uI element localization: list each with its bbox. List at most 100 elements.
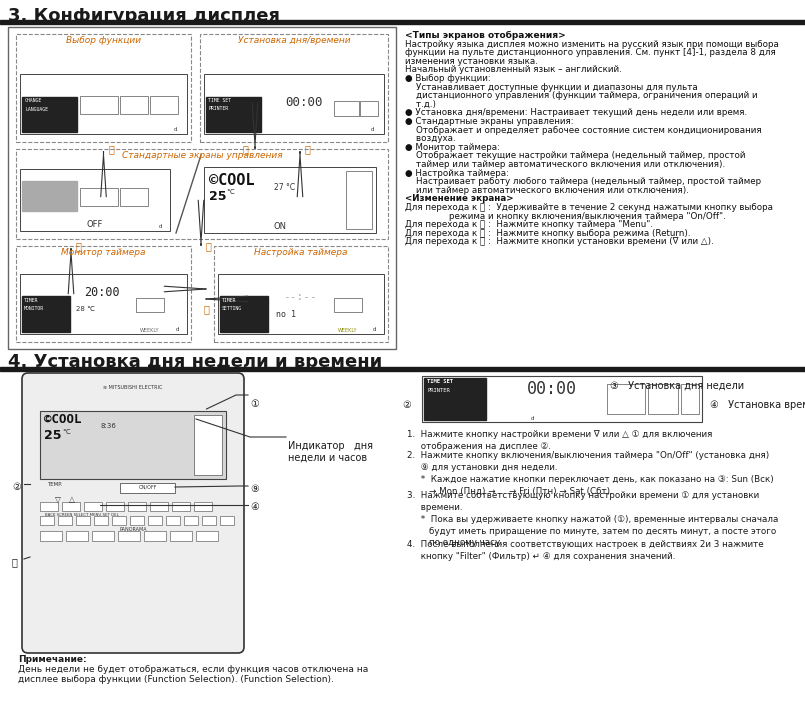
Text: 25: 25 (44, 429, 61, 442)
Text: TEMP.: TEMP. (47, 482, 63, 487)
Bar (166, 516, 180, 525)
Bar (334, 298, 362, 312)
Bar (194, 415, 222, 475)
Bar (84, 502, 102, 511)
Text: BACK SCREEN SELECT MENU SET DEL: BACK SCREEN SELECT MENU SET DEL (45, 513, 119, 517)
Text: или таймер автоматического включения или отключения).: или таймер автоматического включения или… (405, 186, 689, 195)
Text: Ⓒ: Ⓒ (206, 241, 212, 251)
Bar (346, 171, 372, 229)
Bar (220, 516, 234, 525)
Bar (76, 516, 90, 525)
Text: Для перехода к Ⓑ :  Нажмите кнопку таймера "Menu".: Для перехода к Ⓑ : Нажмите кнопку таймер… (405, 220, 653, 229)
Bar (22, 97, 77, 132)
Bar (94, 516, 108, 525)
Bar (144, 531, 166, 541)
Text: 8:36: 8:36 (100, 423, 116, 429)
Text: Начальный установленный язык – английский.: Начальный установленный язык – английски… (405, 66, 621, 74)
Text: ③   Установка дня недели: ③ Установка дня недели (610, 381, 744, 391)
Text: d: d (530, 416, 534, 421)
Bar (16, 34, 191, 142)
FancyBboxPatch shape (22, 373, 244, 653)
Text: Ⓓ: Ⓓ (243, 144, 249, 154)
Text: Стандартные экраны управления: Стандартные экраны управления (122, 151, 283, 160)
Bar (40, 531, 62, 541)
Bar (202, 516, 216, 525)
Bar (136, 298, 164, 312)
Text: 25: 25 (209, 190, 226, 203)
Bar (422, 376, 702, 422)
Text: 3. Конфигурация дисплея: 3. Конфигурация дисплея (8, 7, 280, 25)
Text: ● Выбор функции:: ● Выбор функции: (405, 74, 491, 83)
Text: ℃: ℃ (226, 189, 234, 195)
Bar (16, 149, 388, 239)
Text: ● Стандартные экраны управления:: ● Стандартные экраны управления: (405, 117, 574, 126)
Text: ©COOL: ©COOL (44, 413, 81, 426)
Text: 4.  После выполнения соответствующих настроек в действиях 2и 3 нажмите
     кноп: 4. После выполнения соответствующих наст… (407, 540, 764, 561)
Bar (40, 411, 226, 479)
Bar (184, 516, 198, 525)
Bar (40, 516, 54, 525)
Bar (218, 274, 384, 334)
Text: Ⓑ: Ⓑ (76, 241, 82, 251)
Bar (120, 483, 175, 493)
Bar (204, 74, 384, 134)
Bar (220, 296, 268, 332)
Text: режима и кнопку включения/выключения таймера "On/Off".: режима и кнопку включения/выключения тай… (405, 211, 726, 221)
Bar (20, 274, 187, 334)
Bar (200, 34, 388, 142)
Text: ● Настройка таймера:: ● Настройка таймера: (405, 168, 509, 177)
Bar (194, 502, 212, 511)
Bar (62, 502, 80, 511)
Bar (22, 296, 70, 332)
Text: Устанавливает доступные функции и диапазоны для пульта: Устанавливает доступные функции и диапаз… (405, 83, 698, 92)
Bar (20, 169, 170, 231)
Text: ①: ① (250, 399, 258, 409)
Text: WEEKLY: WEEKLY (140, 328, 159, 333)
Text: таймер или таймер автоматического включения или отключения).: таймер или таймер автоматического включе… (405, 160, 725, 169)
Bar (118, 531, 140, 541)
Bar (22, 181, 77, 211)
Text: Ⓒ: Ⓒ (305, 144, 311, 154)
Bar (0, 20, 805, 24)
Bar (170, 531, 192, 541)
Text: d: d (173, 127, 177, 132)
Text: OFF: OFF (87, 220, 103, 229)
Text: Индикатор   дня
недели и часов: Индикатор дня недели и часов (288, 441, 373, 462)
Bar (128, 502, 146, 511)
Text: ℃: ℃ (62, 429, 70, 435)
Text: дисплее выбора функции (Function Selection). (Function Selection).: дисплее выбора функции (Function Selecti… (18, 675, 334, 684)
Bar (106, 502, 124, 511)
Bar (150, 96, 178, 114)
Text: 3.  Нажмите соответствующую кнопку настройки времени ① для установки
     времен: 3. Нажмите соответствующую кнопку настро… (407, 491, 778, 547)
Text: ©COOL: ©COOL (209, 173, 254, 188)
Text: 28 ℃: 28 ℃ (76, 306, 94, 312)
Text: WEEKLY: WEEKLY (338, 328, 357, 333)
Text: Установка дня/времени: Установка дня/времени (237, 36, 350, 45)
Text: Ⓑ: Ⓑ (203, 304, 209, 314)
Text: 20:00: 20:00 (85, 286, 120, 299)
Text: Для перехода к Ⓓ :  Нажмите кнопки установки времени (∇ или △).: Для перехода к Ⓓ : Нажмите кнопки устано… (405, 238, 714, 247)
Text: ④   Установка времени: ④ Установка времени (710, 400, 805, 410)
Text: 2.  Нажмите кнопку включения/выключения таймера "On/Off" (установка дня)
     ⑨ : 2. Нажмите кнопку включения/выключения т… (407, 451, 774, 496)
Bar (648, 384, 678, 414)
Text: TIMER: TIMER (24, 298, 39, 303)
Text: ⑨: ⑨ (250, 484, 258, 494)
Text: ②: ② (12, 482, 21, 492)
Text: воздуха.: воздуха. (405, 134, 456, 144)
Text: <Типы экранов отображения>: <Типы экранов отображения> (405, 31, 566, 40)
Text: no 1: no 1 (276, 310, 296, 319)
Text: 4. Установка дня недели и времени: 4. Установка дня недели и времени (8, 353, 382, 371)
Text: Ⓐ: Ⓐ (109, 144, 114, 154)
Text: ON: ON (274, 222, 287, 231)
Text: дистанционного управления (функции таймера, ограничения операций и: дистанционного управления (функции тайме… (405, 91, 758, 100)
Bar (214, 246, 388, 342)
Bar (130, 516, 144, 525)
Bar (150, 502, 168, 511)
Text: LANGUAGE: LANGUAGE (25, 107, 48, 112)
Text: SETTING: SETTING (222, 306, 242, 311)
Text: т.д.): т.д.) (405, 100, 436, 109)
Bar (112, 516, 126, 525)
Text: 27 °C: 27 °C (274, 183, 295, 192)
Bar (16, 246, 191, 342)
Text: d: d (175, 327, 179, 332)
